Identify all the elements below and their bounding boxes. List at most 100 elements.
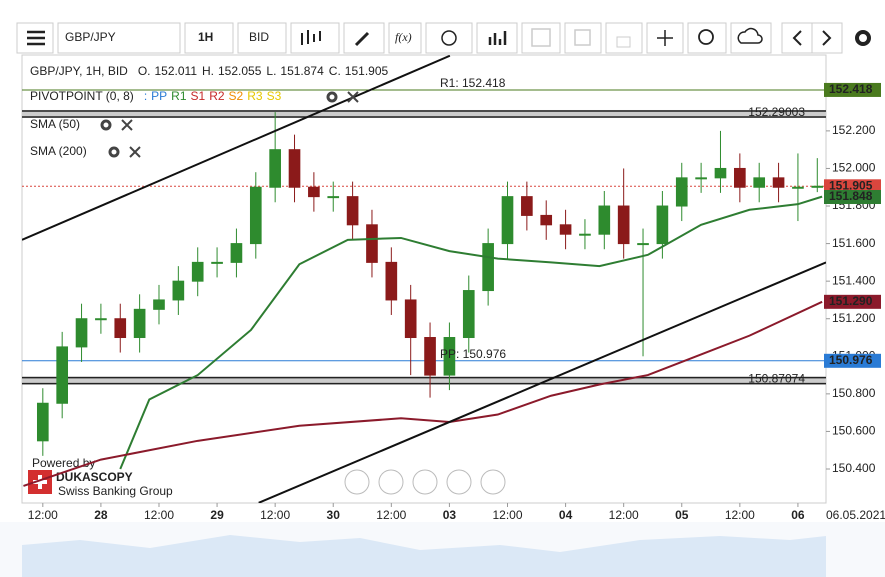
candle-body	[385, 261, 398, 301]
pivot-level: R2	[209, 89, 225, 103]
next-icon	[822, 30, 832, 46]
price-tag	[824, 190, 881, 205]
quote-value: 152.011	[155, 64, 198, 78]
candle-body	[617, 205, 630, 245]
quote-key: O.	[138, 64, 151, 78]
indicator-button[interactable]	[388, 22, 422, 54]
candle-body	[424, 337, 436, 376]
timeframe-select[interactable]	[184, 22, 234, 54]
trend-line	[258, 261, 826, 503]
sr-label: 150.87074	[748, 372, 805, 386]
candle-body	[695, 177, 707, 180]
scroll-left[interactable]	[344, 469, 370, 495]
pivot-level: S1	[191, 89, 206, 103]
pivot-level: R1	[171, 89, 187, 103]
quote-key: C.	[329, 64, 341, 78]
price-tag-label: 150.976	[829, 353, 873, 367]
candle-body	[95, 318, 107, 321]
x-tick-label: 30	[327, 508, 341, 522]
candle-body	[172, 280, 185, 301]
menu-icon	[27, 30, 45, 46]
y-tick-label: 152.200	[832, 123, 876, 137]
pivot-name: PIVOTPOINT (0, 8)	[30, 89, 134, 103]
sma-remove	[129, 146, 141, 158]
pivot-label: R1: 152.418	[440, 76, 506, 90]
plot-frame	[21, 54, 827, 504]
crosshair-icon	[657, 30, 673, 46]
y-tick-label: 151.600	[832, 236, 876, 250]
candle-body	[579, 233, 591, 236]
sma-legend[interactable]: SMA (200)	[30, 144, 87, 158]
candle-body	[269, 149, 281, 188]
quote-value: 151.905	[345, 64, 389, 78]
pivot-level: R3	[247, 89, 263, 103]
zoom-button[interactable]	[687, 22, 727, 54]
sr-label: 152.29003	[748, 105, 805, 119]
prev-icon	[792, 30, 802, 46]
candle-body	[133, 308, 146, 339]
powered-by: Powered by	[32, 456, 95, 470]
chart-type-icon	[301, 30, 321, 45]
price-tag-label: 151.905	[829, 178, 873, 192]
candle-body	[482, 243, 494, 292]
upload-button[interactable]	[730, 22, 772, 54]
info-icon	[441, 30, 457, 46]
sma-remove	[121, 119, 133, 131]
brand-tagline: Swiss Banking Group	[58, 484, 173, 498]
calendar-icon	[531, 28, 551, 47]
sma-settings	[108, 146, 120, 158]
candle-body	[811, 185, 824, 188]
price-tag	[824, 294, 881, 309]
y-tick-label: 151.200	[832, 311, 876, 325]
price-tag	[824, 179, 881, 194]
fit[interactable]	[412, 469, 438, 495]
quote-key: H.	[202, 64, 214, 78]
settings-icon[interactable]	[855, 30, 871, 46]
prev-button[interactable]	[781, 22, 813, 54]
quote-header: GBP/JPY, 1H, BID O. 152.011 H. 152.055 L. 151.…	[30, 64, 389, 78]
quote-value: 152.055	[218, 64, 262, 78]
lock-icon	[616, 36, 631, 48]
candle-body	[191, 261, 204, 282]
quote-value: 151.874	[280, 64, 324, 78]
candle-body	[308, 186, 320, 198]
sma-settings	[100, 119, 112, 131]
pivot-settings	[326, 91, 338, 103]
candle-body	[75, 318, 88, 348]
sma-legend[interactable]: SMA (50)	[30, 117, 80, 131]
volume-button[interactable]	[476, 22, 518, 54]
candle-body	[56, 346, 69, 404]
pivot-prefix: :	[144, 89, 147, 103]
scroll-right[interactable]	[480, 469, 506, 495]
trend-line	[22, 55, 451, 241]
symbol: GBP/JPY	[65, 30, 116, 44]
nav-buttons	[344, 469, 506, 495]
volume-icon	[488, 31, 507, 45]
x-tick-label: 05	[675, 508, 689, 522]
symbol-select[interactable]	[57, 22, 181, 54]
navigator-area	[22, 535, 826, 577]
zoom-out[interactable]	[378, 469, 404, 495]
news-button[interactable]	[564, 22, 602, 54]
candle-body	[656, 205, 669, 245]
candle-body	[753, 177, 766, 188]
side-select[interactable]	[237, 22, 287, 54]
y-tick-label: 150.400	[832, 461, 876, 475]
x-tick-label: 12:00	[376, 508, 406, 522]
zoom-icon	[698, 29, 714, 45]
candle-body	[559, 224, 572, 235]
news-icon	[574, 29, 591, 46]
candle-body	[598, 205, 611, 235]
pivot-label: PP: 150.976	[440, 347, 506, 361]
side: BID	[249, 30, 269, 44]
y-tick-label: 150.600	[832, 424, 876, 438]
toolbar: GBP/JPY 1H BID f(x)	[16, 22, 871, 54]
price-tag-label: 151.290	[829, 294, 873, 308]
x-tick-label: 12:00	[28, 508, 58, 522]
candle-body	[675, 177, 688, 207]
zoom-in[interactable]	[446, 469, 472, 495]
candle-body	[637, 243, 649, 246]
info-button[interactable]	[425, 22, 473, 54]
next-button[interactable]	[811, 22, 843, 54]
